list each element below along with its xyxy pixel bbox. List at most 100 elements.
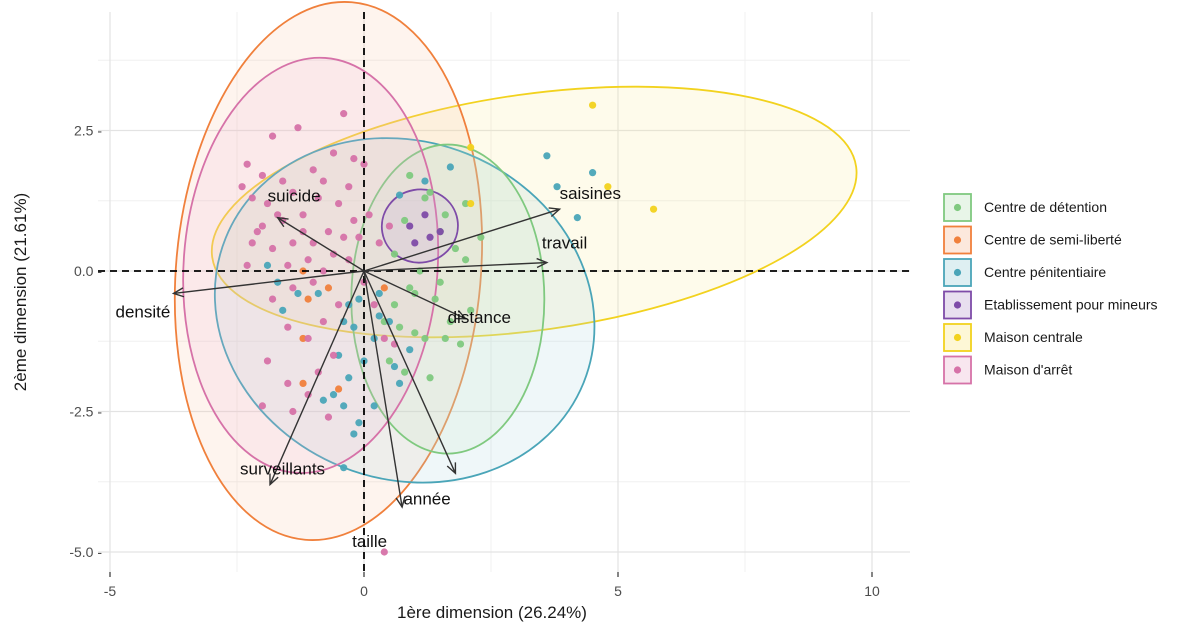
point-centre-de-d-tention bbox=[456, 340, 465, 348]
point-centre-p-nitentiaire bbox=[446, 163, 454, 171]
point-maison-centrale bbox=[649, 205, 658, 213]
point-centre-de-semi-libert- bbox=[324, 284, 333, 292]
arrow-saisines bbox=[363, 208, 560, 272]
point-centre-p-nitentiaire bbox=[390, 362, 399, 371]
point-centre-de-d-tention bbox=[390, 250, 399, 258]
point-maison-d-arr-t bbox=[258, 171, 266, 180]
point-centre-p-nitentiaire bbox=[345, 374, 353, 382]
point-centre-de-d-tention bbox=[467, 306, 475, 314]
variable-label-suicide: suicide bbox=[268, 187, 321, 206]
point-maison-centrale bbox=[467, 199, 475, 208]
legend-key-point bbox=[953, 236, 962, 244]
arrow-head-densité bbox=[171, 287, 185, 298]
point-maison-d-arr-t bbox=[289, 284, 297, 292]
point-centre-de-semi-libert- bbox=[304, 295, 312, 303]
point-centre-de-d-tention bbox=[411, 329, 419, 337]
point-maison-d-arr-t bbox=[365, 211, 373, 219]
point-maison-d-arr-t bbox=[263, 199, 272, 208]
point-maison-d-arr-t bbox=[268, 132, 277, 140]
x-tick-label: 5 bbox=[614, 583, 622, 599]
y-axis-title: 2ème dimension (21.61%) bbox=[11, 193, 30, 391]
point-maison-d-arr-t bbox=[319, 267, 327, 275]
arrow-head-travail bbox=[536, 257, 549, 269]
point-maison-d-arr-t bbox=[360, 160, 368, 168]
point-maison-d-arr-t bbox=[335, 301, 343, 309]
point-maison-d-arr-t bbox=[329, 149, 338, 157]
point-maison-d-arr-t bbox=[268, 295, 277, 303]
arrow-densité bbox=[173, 270, 365, 295]
point-centre-de-d-tention bbox=[426, 188, 434, 196]
point-centre-de-d-tention bbox=[451, 244, 460, 253]
point-maison-d-arr-t bbox=[350, 155, 358, 163]
point-etablissement-pour-mineurs bbox=[436, 228, 444, 236]
point-centre-p-nitentiaire bbox=[340, 464, 348, 472]
point-centre-de-semi-libert- bbox=[335, 385, 343, 393]
point-maison-d-arr-t bbox=[350, 216, 358, 225]
point-maison-d-arr-t bbox=[380, 548, 388, 556]
point-maison-d-arr-t bbox=[289, 407, 297, 416]
point-maison-d-arr-t bbox=[258, 222, 266, 230]
point-maison-d-arr-t bbox=[238, 183, 246, 191]
point-centre-p-nitentiaire bbox=[294, 289, 302, 298]
point-centre-de-d-tention bbox=[385, 357, 393, 365]
point-centre-de-d-tention bbox=[406, 171, 414, 180]
point-etablissement-pour-mineurs bbox=[426, 233, 434, 241]
point-maison-centrale bbox=[604, 183, 612, 191]
point-maison-d-arr-t bbox=[319, 177, 327, 185]
point-centre-de-d-tention bbox=[446, 317, 454, 326]
variable-label-distance: distance bbox=[448, 308, 511, 327]
arrow-head-taille bbox=[395, 496, 406, 509]
variable-label-travail: travail bbox=[542, 234, 587, 253]
legend-item: Maison centrale bbox=[943, 323, 1083, 352]
point-etablissement-pour-mineurs bbox=[421, 211, 429, 219]
legend-key-point bbox=[953, 203, 962, 212]
point-maison-d-arr-t bbox=[248, 239, 256, 247]
point-maison-d-arr-t bbox=[375, 239, 383, 247]
legend-label: Maison centrale bbox=[984, 329, 1083, 345]
point-centre-de-semi-libert- bbox=[299, 379, 307, 387]
point-centre-de-d-tention bbox=[441, 211, 449, 219]
point-maison-d-arr-t bbox=[319, 317, 327, 326]
point-maison-d-arr-t bbox=[258, 402, 266, 410]
y-tick-label: -5.0 - bbox=[69, 544, 102, 560]
arrow-suicide bbox=[277, 217, 365, 272]
arrow-taille bbox=[363, 270, 403, 508]
arrow-head-surveillants bbox=[269, 473, 279, 487]
point-maison-d-arr-t bbox=[253, 228, 261, 236]
y-tick-label: 2.5 - bbox=[74, 123, 102, 139]
variable-label-densité: densité bbox=[116, 302, 171, 321]
point-etablissement-pour-mineurs bbox=[406, 222, 414, 230]
x-tick-label: -5 bbox=[104, 583, 117, 599]
point-centre-p-nitentiaire bbox=[350, 323, 358, 331]
point-centre-p-nitentiaire bbox=[335, 351, 343, 359]
legend-item: Maison d'arrêt bbox=[943, 355, 1072, 385]
arrow-travail bbox=[363, 261, 547, 272]
legend-label: Centre de semi-liberté bbox=[984, 232, 1122, 248]
point-centre-p-nitentiaire bbox=[395, 191, 404, 199]
point-maison-d-arr-t bbox=[309, 278, 317, 286]
point-centre-p-nitentiaire bbox=[263, 261, 272, 269]
point-centre-de-d-tention bbox=[441, 334, 449, 343]
point-maison-d-arr-t bbox=[329, 351, 338, 359]
variable-label-surveillants: surveillants bbox=[240, 460, 325, 479]
point-maison-d-arr-t bbox=[345, 183, 353, 191]
legend-label: Etablissement pour mineurs bbox=[984, 297, 1158, 313]
point-centre-p-nitentiaire bbox=[370, 402, 378, 410]
legend-key-point bbox=[953, 366, 962, 374]
point-maison-d-arr-t bbox=[284, 379, 292, 387]
legend-label: Centre pénitentiaire bbox=[984, 264, 1106, 280]
point-maison-d-arr-t bbox=[329, 250, 338, 258]
legend-key-point bbox=[953, 268, 962, 277]
point-centre-p-nitentiaire bbox=[375, 312, 383, 320]
point-maison-d-arr-t bbox=[304, 256, 312, 264]
point-centre-p-nitentiaire bbox=[553, 183, 561, 191]
point-etablissement-pour-mineurs bbox=[411, 239, 419, 247]
point-centre-p-nitentiaire bbox=[395, 379, 404, 387]
point-maison-d-arr-t bbox=[279, 177, 287, 185]
point-maison-d-arr-t bbox=[299, 211, 307, 219]
point-maison-d-arr-t bbox=[243, 160, 251, 168]
point-centre-p-nitentiaire bbox=[543, 152, 551, 160]
point-centre-p-nitentiaire bbox=[314, 289, 322, 298]
legend-item: Centre de détention bbox=[943, 193, 1107, 222]
ellipse-etablissement-pour-mineurs bbox=[380, 188, 459, 264]
